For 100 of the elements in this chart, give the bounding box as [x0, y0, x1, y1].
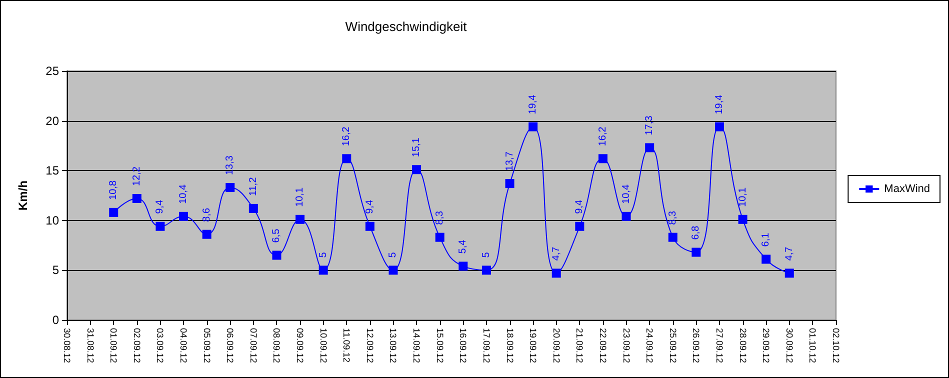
x-tick-label: 18.09.12: [504, 328, 515, 364]
x-tick-label: 30.08.12: [62, 328, 72, 364]
x-tick-label: 04.09.12: [178, 328, 189, 364]
point: [179, 212, 188, 221]
data-label: 9,4: [574, 200, 586, 214]
x-tick-label: 31.08.12: [85, 328, 96, 364]
point: [272, 250, 282, 260]
y-tick-label: 0: [52, 313, 60, 327]
data-label: 17,3: [644, 115, 656, 136]
x-tick-label: 20.09.12: [551, 328, 562, 364]
point: [575, 222, 584, 231]
x-tick-label: 16.09.12: [458, 328, 468, 364]
point: [645, 143, 654, 152]
x-tick-label: 24.09.12: [644, 328, 655, 364]
x-tick-label: 01.09.12: [108, 328, 119, 364]
x-tick-label: 10.09.12: [318, 328, 328, 364]
x-tick-label: 21.09.12: [574, 328, 585, 364]
point: [342, 154, 352, 164]
data-label: 4,7: [550, 246, 562, 261]
point: [388, 266, 398, 275]
data-label: 15,1: [411, 137, 422, 158]
data-label: 12,2: [131, 166, 142, 186]
x-tick-label: 23.09.12: [621, 328, 632, 364]
x-tick-label: 28.09.12: [738, 328, 748, 364]
point: [226, 183, 235, 192]
x-tick-label: 08.09.12: [272, 328, 282, 364]
point: [412, 165, 422, 174]
x-tick-label: 03.09.12: [155, 328, 166, 364]
data-label: 16,2: [341, 126, 352, 146]
x-tick-label: 05.09.12: [202, 328, 212, 364]
data-label: 6,8: [690, 225, 702, 240]
data-label: 9,4: [154, 200, 166, 214]
y-tick-label: 15: [46, 164, 60, 178]
x-tick-label: 29.09.12: [761, 328, 772, 364]
x-tick-label: 12.09.12: [364, 328, 375, 364]
data-label: 19,4: [714, 94, 725, 114]
x-tick-label: 19.09.12: [528, 328, 538, 364]
point: [762, 254, 771, 264]
data-label: 13,7: [504, 151, 516, 172]
point: [622, 212, 631, 221]
data-label: 13,3: [224, 155, 236, 176]
point: [296, 214, 305, 224]
data-label: 4,7: [784, 246, 795, 261]
x-tick-label: 17.09.12: [481, 328, 492, 364]
point: [714, 122, 724, 132]
x-tick-label: 07.09.12: [248, 328, 258, 364]
point: [505, 179, 514, 188]
data-label: 11,2: [248, 176, 259, 196]
data-label: 10,8: [108, 180, 120, 200]
data-label: 6,1: [760, 232, 772, 247]
y-tick-label: 20: [46, 114, 60, 128]
point: [482, 266, 491, 275]
point: [784, 268, 794, 278]
point: [598, 154, 608, 164]
data-label: 5,4: [458, 239, 469, 254]
point: [156, 222, 165, 231]
point: [435, 232, 444, 242]
point: [552, 268, 561, 278]
x-tick-label: 01.10.12: [808, 328, 818, 364]
x-tick-label: 26.09.12: [691, 328, 702, 364]
y-tick-label: 5: [52, 263, 60, 278]
data-label: 16,2: [597, 126, 608, 146]
x-tick-label: 27.09.12: [714, 328, 724, 364]
chart-title: Windgeschwindigkeit: [345, 19, 468, 34]
point: [132, 194, 142, 203]
x-tick-label: 15.09.12: [434, 328, 445, 364]
x-tick-label: 14.09.12: [412, 328, 422, 364]
point: [738, 214, 748, 224]
data-label: 10,4: [620, 184, 632, 204]
x-tick-label: 25.09.12: [668, 328, 678, 364]
data-label: 5: [480, 252, 492, 258]
y-axis-title: Km/h: [16, 180, 30, 210]
x-tick-label: 22.09.12: [598, 328, 608, 364]
y-tick-label: 10: [46, 213, 60, 228]
data-label: 10,1: [737, 187, 748, 207]
data-label: 8,3: [434, 210, 446, 225]
point: [692, 248, 701, 257]
point: [528, 122, 538, 132]
x-tick-label: 06.09.12: [225, 328, 236, 364]
point: [248, 204, 258, 213]
x-tick-label: 13.09.12: [388, 328, 398, 364]
legend-label: MaxWind: [884, 183, 930, 195]
point: [365, 222, 374, 231]
data-label: 6,5: [271, 228, 282, 243]
point: [458, 262, 468, 271]
x-tick-label: 02.10.12: [831, 328, 841, 364]
point: [109, 208, 118, 217]
x-tick-label: 09.09.12: [295, 328, 306, 364]
data-label: 9,4: [364, 200, 376, 214]
data-label: 10,1: [294, 187, 306, 207]
x-tick-label: 02.09.12: [132, 328, 142, 364]
data-label: 5: [388, 252, 399, 258]
data-label: 8,6: [201, 208, 212, 222]
x-tick-label: 30.09.12: [784, 328, 794, 364]
data-label: 19,4: [528, 94, 539, 114]
data-label: 10,4: [178, 184, 190, 204]
data-label: 8,3: [667, 210, 678, 225]
point: [318, 266, 328, 275]
y-tick-label: 25: [46, 64, 60, 78]
data-label: 5: [318, 252, 329, 258]
